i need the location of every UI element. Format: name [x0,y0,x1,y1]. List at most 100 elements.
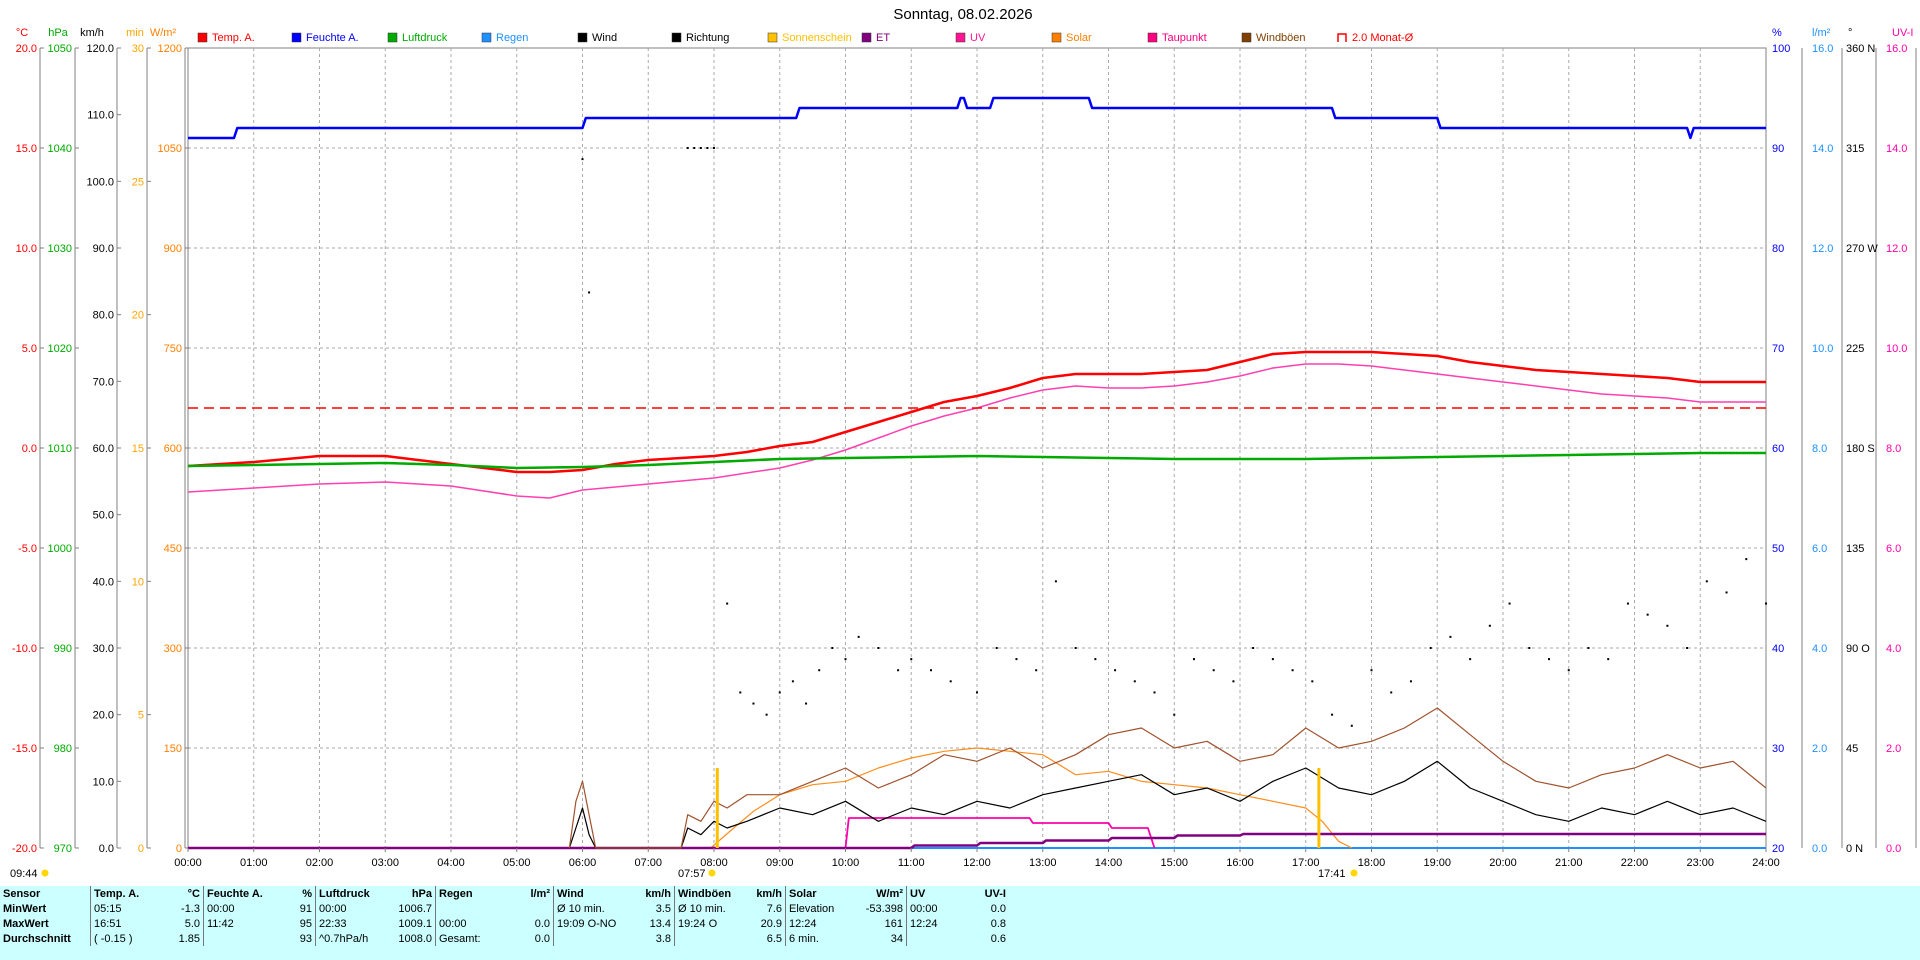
axis-tick-label: 60 [1772,443,1784,455]
axis-tick-label: 10.0 [1812,343,1833,355]
axis-tick-label: 30 [132,43,144,55]
series-richtung-dot [739,691,742,694]
axis-tick-label: 990 [54,643,72,655]
series-richtung-dot [1725,591,1728,594]
axis-tick-label: 100.0 [86,176,114,188]
series-richtung-dot [949,680,952,683]
summary-header-cell: Regen [435,886,502,901]
series-taupunkt-line [187,363,1766,499]
axis-tick-label: 15 [132,443,144,455]
series-richtung-dot [1429,647,1432,649]
axis-tick-label: 1010 [48,443,72,455]
axis-tick-label: 70 [1772,343,1784,355]
summary-header-cell: UV [906,886,963,901]
series-richtung-dot [726,602,729,605]
axis-tick-label: 30.0 [93,643,114,655]
axis-tick-label: 12.0 [1886,243,1907,255]
summary-cell: Durchschnitt [3,932,71,945]
summary-cell: 19:24 O [674,916,741,931]
summary-cell: Elevation [785,901,852,916]
series-richtung-dot [713,147,715,149]
legend-label: Taupunkt [1162,32,1207,44]
summary-cell: Ø 10 min. [674,901,741,916]
summary-header-cell: UV-I [984,887,1006,900]
axis-tick-label: 10.0 [93,776,114,788]
axis-tick-label: 1050 [158,143,182,155]
summary-cell: 05:15 [90,901,157,916]
summary-row-avg: Durchschnitt ( -0.15 ) 1.85 93 ^0.7hPa/h… [0,931,1009,946]
axis-tick-label: 0.0 [99,843,114,855]
grid [187,47,1767,849]
sunrise-sun-icon [708,869,716,877]
x-axis-tick-label: 01:00 [240,857,268,869]
series-richtung-dot [1173,713,1176,716]
summary-cell: 6 min. [785,931,852,946]
x-axis-tick-label: 10:00 [832,857,860,869]
series-richtung-dot [1745,558,1748,561]
axis-tick-label: 1040 [48,143,72,155]
legend: Temp. A. Feuchte A. Luftdruck Regen Wind Rich… [197,32,1414,44]
axis-unit-label: % [1772,27,1782,39]
summary-cell: MaxWert [3,917,49,930]
axis-tick-label: 315 [1846,143,1864,155]
summary-cell: Gesamt: [435,931,502,946]
axis-tick-label: 50.0 [93,510,114,522]
axis-tick-label: 4.0 [1886,643,1901,655]
summary-cell: 12:24 [785,916,852,931]
axis-tick-label: 10 [132,576,144,588]
x-axis-tick-label: 11:00 [898,857,925,869]
x-axis-tick-label: 05:00 [503,857,531,869]
series-richtung-dot [1133,680,1136,683]
legend-swatch [291,32,302,43]
axis-tick-label: 1030 [48,243,72,255]
series-richtung-dot [1528,647,1531,649]
series-richtung-dot [1508,602,1511,605]
summary-cell: 93 [299,932,312,945]
axis-tick-label: 0.0 [1886,843,1901,855]
axis-tick-label: 6.0 [1812,543,1827,555]
series-richtung-dot [1015,658,1018,661]
x-axis: 00:00 01:00 02:00 03:00 04:00 05:00 06:00 07:00… [174,848,1780,869]
left-time-label: 09:44 [10,868,38,880]
summary-header-cell: Luftdruck [315,886,384,901]
summary-header-cell: km/h [645,887,671,900]
x-axis-tick-label: 23:00 [1686,857,1714,869]
series-richtung-dot [1331,713,1334,716]
axis-tick-label: 10.0 [1886,343,1907,355]
axis-tick-label: 20.0 [16,43,37,55]
series-uv-line [844,817,1156,849]
summary-row-min: MinWert 05:15 -1.3 00:00 91 00:00 1006.7… [0,901,1009,916]
axis-tick-label: 70.0 [93,376,114,388]
series-richtung-dot [765,713,768,716]
series-richtung-dot [1705,580,1708,583]
summary-cell [435,901,502,916]
summary-header-cell: km/h [756,887,782,900]
axis-tick-label: 600 [164,443,182,455]
x-axis-tick-label: 02:00 [306,857,334,869]
axis-tick-label: 0.0 [1812,843,1827,855]
series-richtung-dot [1607,658,1610,661]
x-axis-tick-label: 20:00 [1489,857,1517,869]
legend-label: UV [970,32,986,44]
series-richtung-dot [1114,669,1117,672]
axis-tick-label: 5.0 [22,343,37,355]
x-axis-tick-label: 14:00 [1095,857,1123,869]
axis-tick-label: 900 [164,243,182,255]
series-richtung-dot [1054,580,1057,583]
series-richtung-dot [686,147,689,149]
axis-tick-label: -20.0 [12,843,37,855]
series-richtung-dot [877,647,880,649]
summary-cell: 11:42 [203,916,270,931]
summary-cell: 1009.1 [398,917,432,930]
axis-tick-label: 1200 [158,43,182,55]
summary-cell: 0.0 [534,932,550,945]
summary-header-cell: Windböen [674,886,741,901]
axis-tick-label: 80 [1772,243,1784,255]
x-axis-tick-label: 22:00 [1621,857,1649,869]
x-axis-tick-label: 17:00 [1292,857,1320,869]
x-axis-tick-label: 13:00 [1029,857,1057,869]
summary-header-cell: °C [187,887,200,900]
series-richtung-dot [910,658,913,661]
series-richtung-dot [1094,658,1097,661]
series-richtung-dot [897,669,900,672]
